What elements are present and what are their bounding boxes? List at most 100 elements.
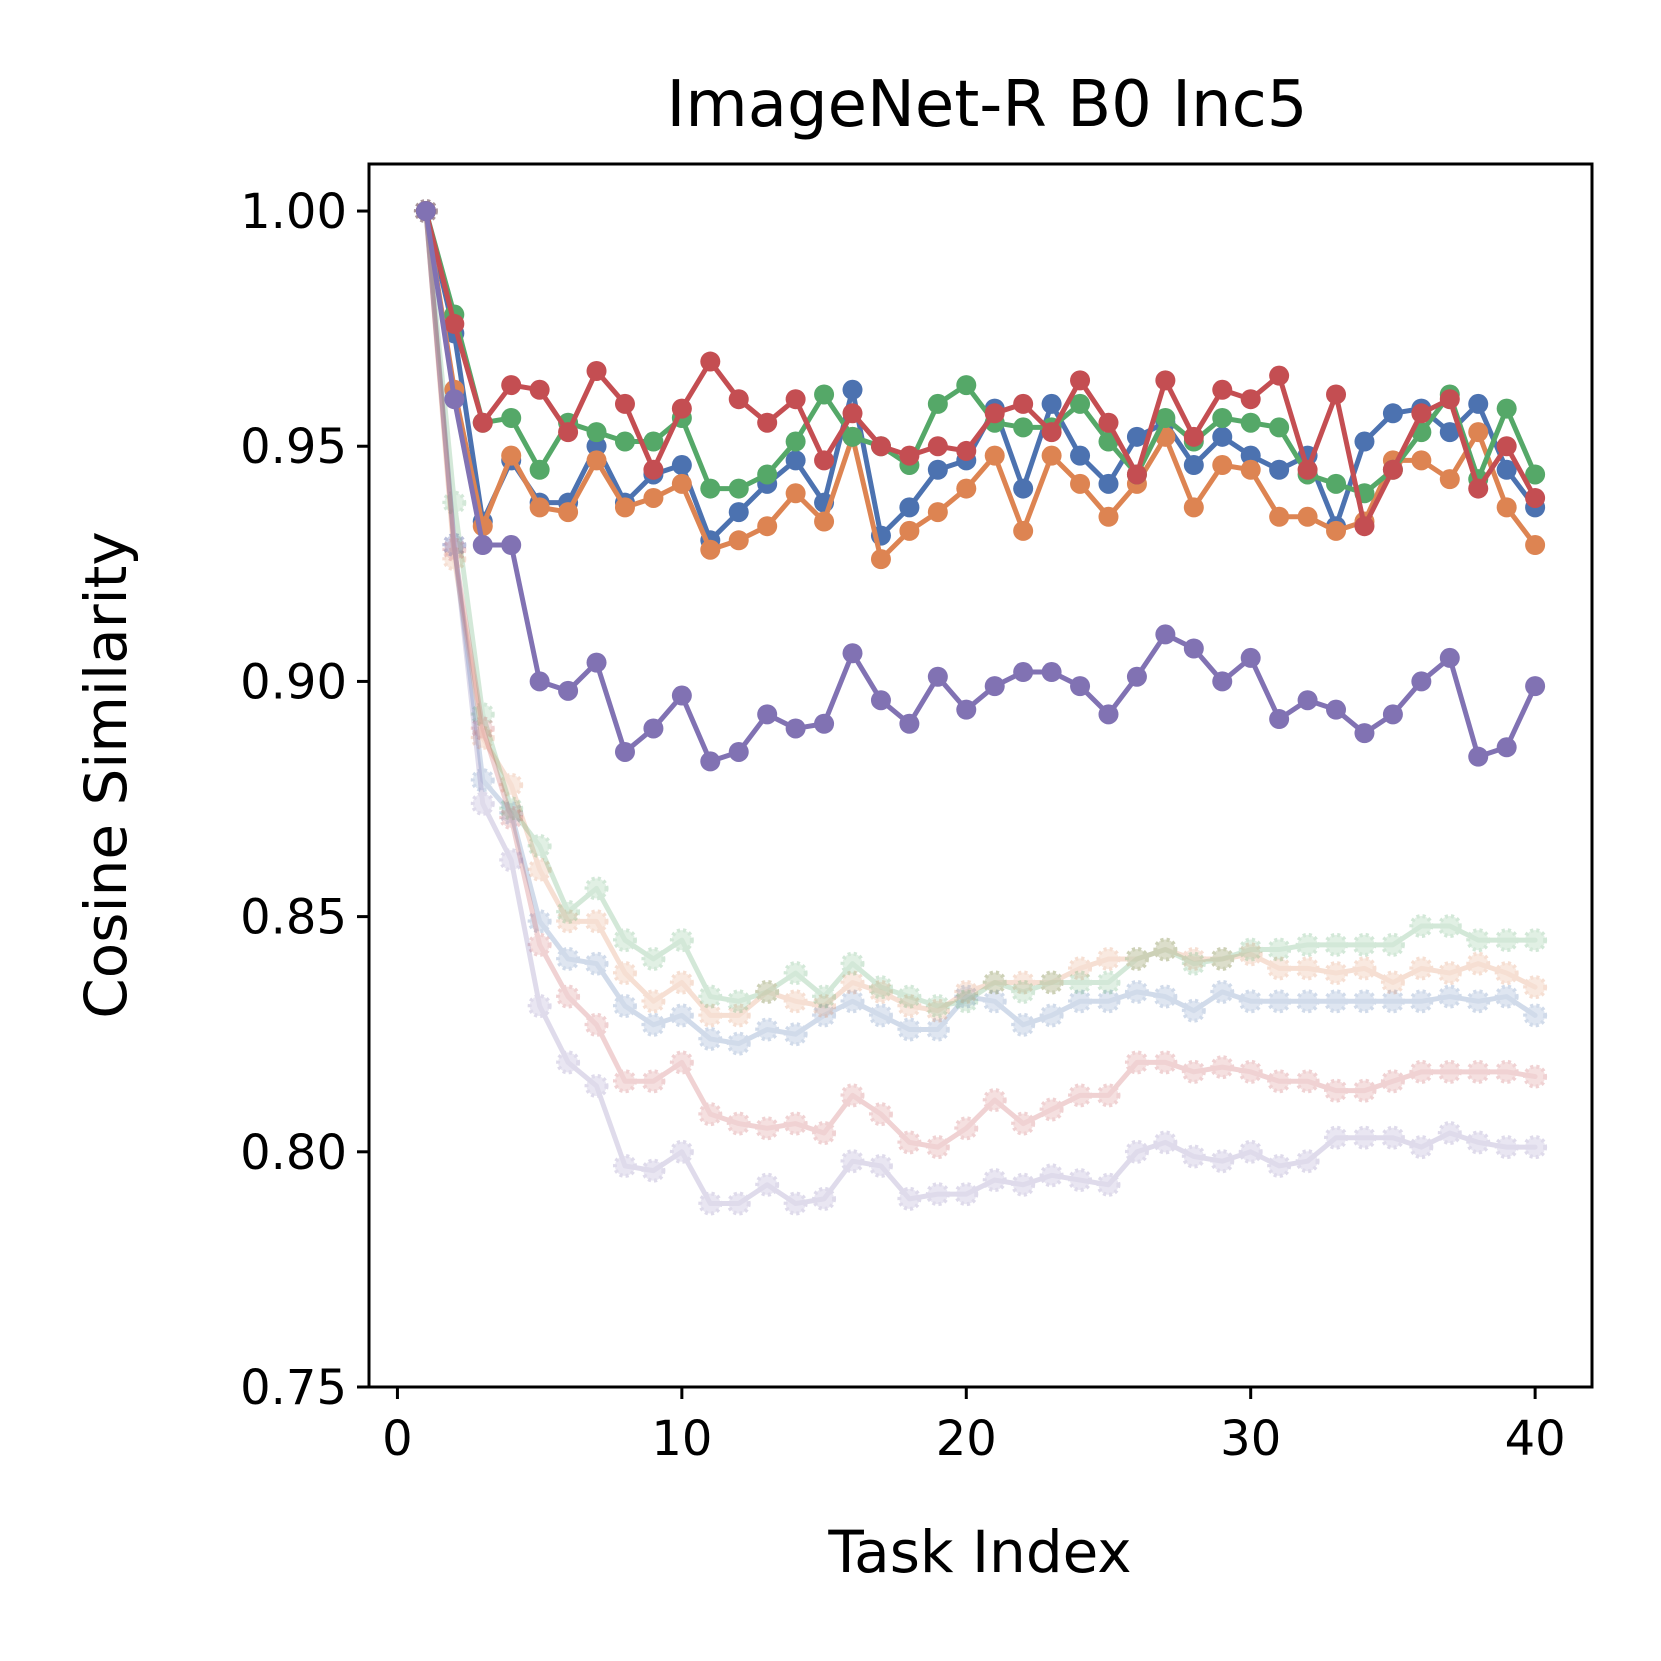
- data-point: [612, 928, 637, 953]
- data-point: [925, 1135, 950, 1160]
- series-line-green: [423, 208, 1538, 496]
- data-point: [927, 666, 948, 687]
- data-point: [1466, 989, 1491, 1014]
- data-point: [1494, 984, 1519, 1009]
- data-point: [442, 533, 467, 558]
- data-point: [1096, 1172, 1121, 1197]
- y-axis-label: Cosine Similarity: [72, 531, 140, 1018]
- data-point: [870, 436, 891, 457]
- data-point: [927, 459, 948, 480]
- data-point: [641, 1158, 666, 1183]
- data-point: [1039, 1163, 1064, 1188]
- data-point: [614, 393, 635, 414]
- data-point: [1409, 914, 1434, 939]
- data-point: [1297, 690, 1318, 711]
- data-point: [1496, 436, 1517, 457]
- series-green-faded: [413, 199, 1548, 1018]
- y-tick-label: 0.90: [240, 654, 347, 710]
- data-point: [1267, 1153, 1292, 1178]
- data-point: [1496, 497, 1517, 518]
- data-point: [442, 547, 467, 572]
- data-point: [1240, 389, 1261, 410]
- data-point: [925, 1182, 950, 1207]
- series-blue-faded: [413, 199, 1548, 1056]
- data-point: [982, 1088, 1007, 1113]
- data-point: [1380, 932, 1405, 957]
- data-point: [1212, 455, 1233, 476]
- data-point: [870, 690, 891, 711]
- data-point: [1468, 393, 1489, 414]
- data-point: [954, 984, 979, 1009]
- data-point: [1380, 989, 1405, 1014]
- y-tick-label: 0.95: [240, 419, 347, 475]
- data-point: [1468, 746, 1489, 767]
- data-point: [783, 989, 808, 1014]
- data-point: [726, 1191, 751, 1216]
- data-point: [728, 389, 749, 410]
- data-point: [1409, 1135, 1434, 1160]
- data-point: [501, 445, 522, 466]
- data-point: [1011, 979, 1036, 1004]
- series-line-blue-faded: [423, 208, 1538, 1047]
- data-point: [814, 384, 835, 405]
- data-point: [1523, 1135, 1548, 1160]
- data-point: [1238, 937, 1263, 962]
- data-point: [1380, 1125, 1405, 1150]
- series-green: [415, 201, 1546, 504]
- data-point: [1295, 956, 1320, 981]
- data-point: [1212, 379, 1233, 400]
- data-point: [1525, 535, 1546, 556]
- data-point: [840, 1149, 865, 1174]
- data-point: [671, 685, 692, 706]
- data-point: [726, 989, 751, 1014]
- data-point: [1210, 1149, 1235, 1174]
- data-point: [1411, 671, 1432, 692]
- series-orange: [415, 201, 1546, 570]
- data-point: [840, 970, 865, 995]
- data-point: [1269, 506, 1290, 527]
- series-red-faded: [413, 199, 1548, 1160]
- data-point: [840, 1083, 865, 1108]
- data-point: [698, 1026, 723, 1051]
- data-point: [529, 459, 550, 480]
- data-point: [984, 676, 1005, 697]
- data-point: [1238, 1059, 1263, 1084]
- data-point: [1523, 1064, 1548, 1089]
- data-point: [1124, 946, 1149, 971]
- data-point: [1098, 704, 1119, 725]
- data-point: [556, 984, 581, 1009]
- data-point: [698, 1191, 723, 1216]
- data-point: [1153, 1130, 1178, 1155]
- data-point: [1013, 478, 1034, 499]
- plot-area: [413, 199, 1548, 1216]
- data-point: [1411, 450, 1432, 471]
- data-point: [899, 497, 920, 518]
- data-point: [671, 398, 692, 419]
- data-point: [1466, 1130, 1491, 1155]
- data-point: [671, 473, 692, 494]
- data-point: [1070, 445, 1091, 466]
- data-point: [1525, 487, 1546, 508]
- data-point: [700, 539, 721, 560]
- data-point: [1382, 403, 1403, 424]
- data-point: [1295, 989, 1320, 1014]
- data-point: [527, 993, 552, 1018]
- data-point: [1212, 426, 1233, 447]
- data-point: [1523, 928, 1548, 953]
- data-point: [499, 796, 524, 821]
- data-point: [783, 961, 808, 986]
- data-point: [1126, 426, 1147, 447]
- data-point: [1096, 1083, 1121, 1108]
- data-point: [1212, 408, 1233, 429]
- data-point: [527, 932, 552, 957]
- data-point: [698, 984, 723, 1009]
- data-point: [1238, 1139, 1263, 1164]
- data-point: [1326, 520, 1347, 541]
- data-point: [1494, 1059, 1519, 1084]
- data-point: [529, 671, 550, 692]
- data-point: [1011, 1172, 1036, 1197]
- data-point: [1494, 928, 1519, 953]
- data-point: [1324, 1078, 1349, 1103]
- data-point: [1070, 393, 1091, 414]
- data-point: [1126, 464, 1147, 485]
